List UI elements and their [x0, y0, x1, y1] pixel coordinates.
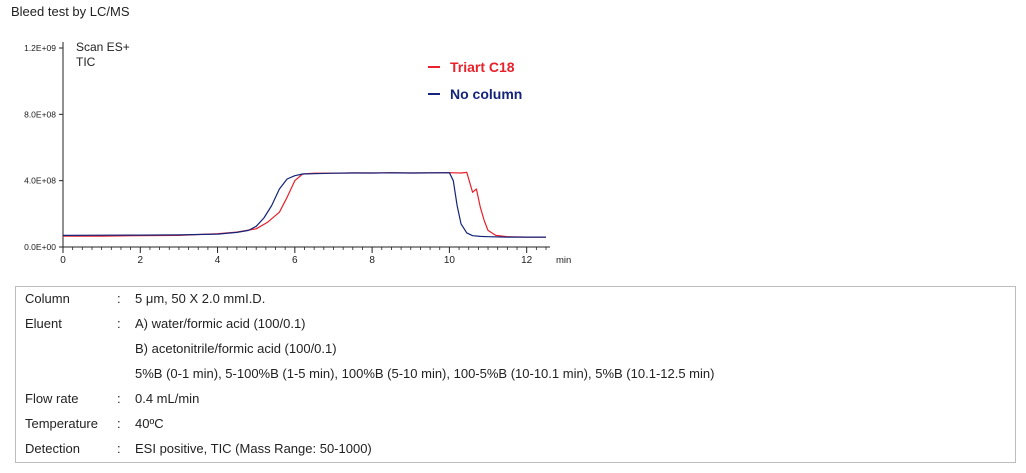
condition-label: Flow rate	[25, 391, 79, 406]
condition-colon: :	[117, 416, 121, 431]
x-tick-label: 2	[137, 255, 143, 266]
chart-legend: Triart C18 No column	[428, 59, 522, 102]
x-tick-label: 12	[521, 255, 533, 266]
series-line-no-column	[62, 172, 546, 238]
x-tick-label: 8	[369, 255, 375, 266]
chart-annotation-line: Scan ES+	[76, 40, 130, 54]
x-tick-label: 6	[292, 255, 298, 266]
condition-label: Detection	[25, 441, 80, 456]
condition-value: 5%B (0-1 min), 5-100%B (1-5 min), 100%B …	[135, 366, 715, 381]
y-tick-label: 0.0E+00	[24, 242, 56, 252]
chart-annotation-line: TIC	[76, 55, 96, 69]
conditions-panel: Column : 5 μm, 50 X 2.0 mmI.D. Eluent : …	[15, 286, 1016, 463]
condition-value: ESI positive, TIC (Mass Range: 50-1000)	[135, 441, 372, 456]
condition-colon: :	[117, 291, 121, 306]
legend-label: Triart C18	[450, 59, 515, 75]
condition-colon: :	[117, 441, 121, 456]
y-tick-label: 1.2E+09	[24, 43, 56, 53]
condition-value: A) water/formic acid (100/0.1)	[135, 316, 306, 331]
legend-label: No column	[450, 86, 522, 102]
page-title: Bleed test by LC/MS	[11, 4, 130, 19]
x-tick-label: 0	[60, 255, 66, 266]
y-tick-label: 4.0E+08	[24, 176, 56, 186]
condition-value: B) acetonitrile/formic acid (100/0.1)	[135, 341, 337, 356]
chart-annotation: Scan ES+TIC	[76, 40, 130, 69]
condition-value: 40ºC	[135, 416, 164, 431]
chart-series	[62, 171, 546, 238]
condition-label: Column	[25, 291, 70, 306]
condition-colon: :	[117, 391, 121, 406]
series-line-triart-c18	[62, 171, 546, 238]
condition-label: Eluent	[25, 316, 62, 331]
chart-axes: 0.0E+00 4.0E+08 8.0E+08 1.2E+09 0 2 4 6 8 10 12 min	[24, 42, 571, 266]
y-tick-label: 8.0E+08	[24, 109, 56, 119]
condition-label: Temperature	[25, 416, 98, 431]
condition-colon: :	[117, 316, 121, 331]
x-tick-label: 4	[215, 255, 221, 266]
chromatogram-chart: 0.0E+00 4.0E+08 8.0E+08 1.2E+09 0 2 4 6 8 10 12 min…	[24, 40, 571, 266]
x-tick-label: 10	[444, 255, 456, 266]
condition-value: 5 μm, 50 X 2.0 mmI.D.	[135, 291, 266, 306]
condition-value: 0.4 mL/min	[135, 391, 200, 406]
x-unit-label: min	[556, 255, 571, 266]
